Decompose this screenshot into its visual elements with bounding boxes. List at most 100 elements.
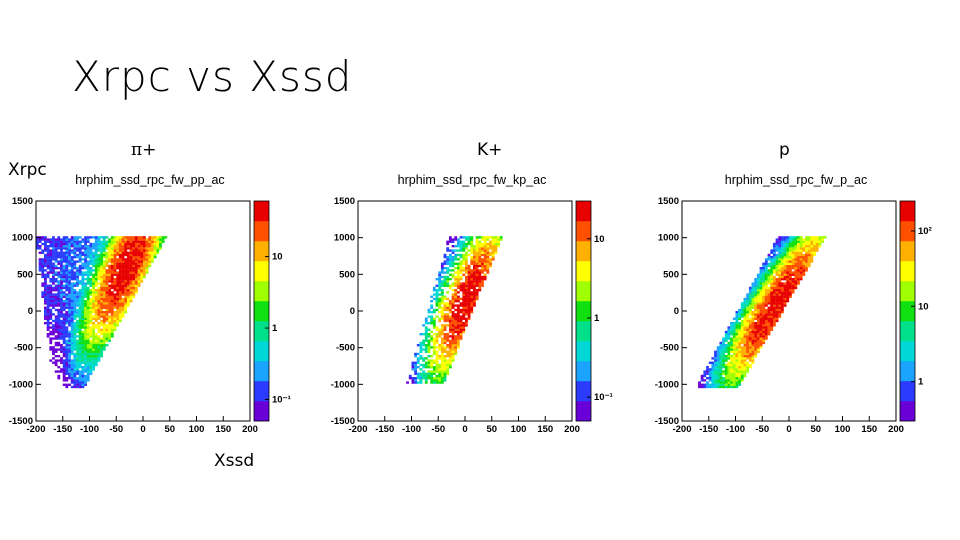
density-cell bbox=[462, 269, 466, 272]
density-cell bbox=[422, 324, 426, 327]
density-cell bbox=[432, 311, 436, 314]
density-cell bbox=[762, 284, 766, 287]
density-cell bbox=[126, 258, 130, 261]
density-cell bbox=[791, 242, 795, 246]
density-cell bbox=[76, 245, 79, 248]
density-cell bbox=[743, 355, 747, 358]
density-cell bbox=[148, 262, 152, 265]
density-cell bbox=[448, 286, 452, 290]
density-cell bbox=[743, 341, 747, 345]
density-cell bbox=[126, 262, 130, 265]
density-cell bbox=[124, 295, 128, 298]
density-cell bbox=[491, 251, 495, 254]
density-cell bbox=[708, 368, 712, 371]
density-cell bbox=[84, 284, 87, 287]
density-cell bbox=[76, 322, 79, 325]
density-cell bbox=[767, 319, 771, 323]
density-cell bbox=[44, 293, 47, 296]
density-cell bbox=[473, 282, 476, 285]
density-cell bbox=[76, 273, 79, 276]
density-cell bbox=[73, 249, 77, 252]
density-cell bbox=[775, 249, 779, 252]
density-cell bbox=[57, 275, 61, 279]
density-cell bbox=[724, 368, 728, 371]
density-cell bbox=[73, 370, 77, 373]
density-cell bbox=[748, 326, 752, 329]
density-cell bbox=[105, 306, 109, 309]
density-cell bbox=[727, 344, 731, 347]
density-cell bbox=[767, 317, 771, 320]
density-cell bbox=[483, 267, 487, 270]
color-scale-segment bbox=[254, 381, 269, 387]
density-cell bbox=[68, 249, 71, 252]
density-cell bbox=[65, 251, 69, 254]
density-cell bbox=[68, 260, 71, 263]
density-cell bbox=[711, 377, 715, 380]
density-cell bbox=[481, 245, 484, 248]
density-cell bbox=[408, 374, 412, 378]
density-cell bbox=[105, 333, 109, 336]
density-cell bbox=[740, 324, 744, 327]
density-cell bbox=[94, 273, 98, 276]
density-cell bbox=[462, 282, 466, 285]
density-cell bbox=[446, 337, 450, 340]
density-cell bbox=[134, 242, 138, 246]
density-cell bbox=[446, 260, 450, 263]
density-cell bbox=[424, 372, 428, 375]
density-cell bbox=[440, 306, 444, 309]
density-cell bbox=[746, 311, 750, 314]
density-cell bbox=[121, 297, 125, 301]
density-cell bbox=[746, 324, 750, 327]
density-cell bbox=[454, 256, 458, 259]
density-cell bbox=[772, 280, 776, 283]
density-cell bbox=[86, 372, 90, 375]
density-cell bbox=[81, 293, 85, 296]
density-cell bbox=[94, 247, 98, 250]
density-cell bbox=[770, 289, 774, 292]
density-cell bbox=[113, 262, 117, 265]
density-cell bbox=[126, 260, 130, 263]
density-cell bbox=[129, 258, 133, 261]
density-cell bbox=[78, 264, 82, 268]
density-cell bbox=[81, 315, 85, 318]
density-cell bbox=[124, 306, 128, 309]
density-cell bbox=[78, 253, 82, 257]
color-scale-segment bbox=[576, 386, 591, 392]
density-cell bbox=[743, 313, 747, 316]
density-cell bbox=[92, 236, 95, 239]
density-cell bbox=[716, 368, 720, 371]
density-cell bbox=[789, 260, 792, 263]
density-cell bbox=[41, 236, 45, 239]
density-cell bbox=[65, 339, 69, 342]
density-cell bbox=[738, 308, 741, 312]
density-cell bbox=[778, 253, 782, 257]
density-cell bbox=[60, 322, 63, 325]
density-cell bbox=[791, 271, 795, 274]
density-cell bbox=[143, 240, 146, 243]
color-scale-segment bbox=[254, 366, 269, 372]
density-cell bbox=[89, 348, 93, 351]
density-cell bbox=[84, 326, 87, 329]
density-cell bbox=[748, 324, 752, 327]
density-cell bbox=[738, 330, 741, 334]
density-cell bbox=[94, 262, 98, 265]
density-cell bbox=[738, 363, 741, 367]
density-cell bbox=[62, 267, 66, 270]
density-cell bbox=[129, 245, 133, 248]
density-cell bbox=[424, 361, 428, 364]
density-cell bbox=[132, 240, 136, 243]
density-cell bbox=[732, 322, 736, 325]
density-cell bbox=[735, 366, 739, 369]
color-scale-segment bbox=[576, 276, 591, 282]
density-cell bbox=[89, 341, 93, 345]
density-cell bbox=[805, 247, 808, 250]
density-cell bbox=[100, 242, 104, 246]
x-tick-label: -100 bbox=[80, 424, 99, 435]
density-cell bbox=[105, 262, 109, 265]
density-cell bbox=[100, 289, 104, 292]
density-cell bbox=[65, 280, 69, 283]
density-cell bbox=[724, 374, 728, 378]
density-cell bbox=[62, 245, 66, 248]
density-cell bbox=[772, 293, 776, 296]
density-cell bbox=[778, 284, 782, 287]
